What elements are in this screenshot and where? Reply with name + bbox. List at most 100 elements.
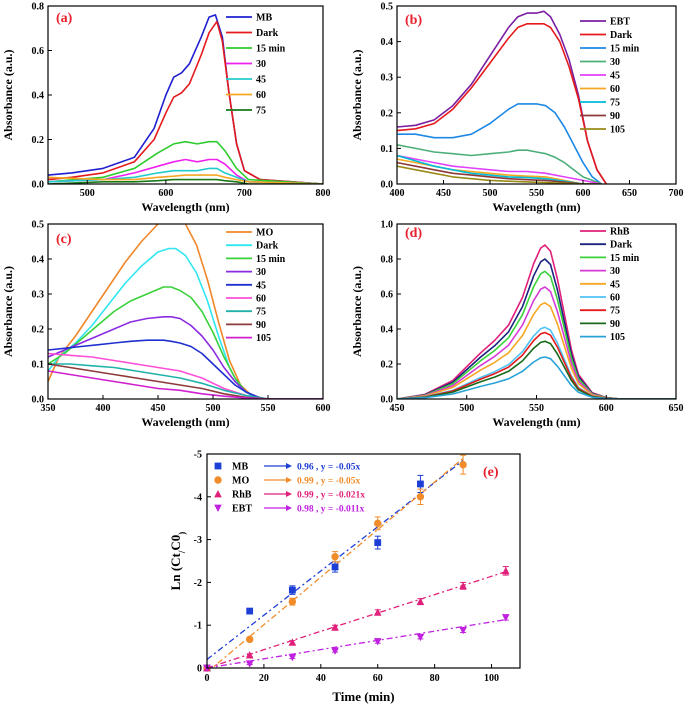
legend: EBT Dark 15 min 30 45 60 75 90 105 [580, 17, 640, 136]
legend-label: 75 [610, 306, 620, 317]
legend-label: 60 [256, 90, 266, 101]
legend-marker [214, 476, 222, 484]
legend-label: 15 min [256, 44, 286, 55]
legend-arrow-head [286, 463, 292, 469]
x-axis-label: Wavelength (nm) [492, 200, 580, 214]
y-tick-label: 0.2 [32, 325, 45, 336]
plot-frame [47, 223, 324, 400]
series-line-105 [397, 356, 676, 399]
y-axis-label-part: C [168, 541, 183, 550]
point-MO [245, 635, 254, 644]
series-line-30 [48, 315, 323, 399]
legend-label: 30 [256, 267, 266, 278]
panel-d: 450 500 550 600 650 0.0 0.2 0.4 0.6 0.8 1.0 Wavelen… [350, 220, 684, 430]
series-line-90 [48, 363, 323, 399]
legend-label: 30 [256, 59, 266, 70]
series-line-Dark [48, 247, 323, 399]
y-tick-label: 0.4 [32, 91, 45, 102]
legend-label: Dark [256, 28, 279, 39]
point-RhB [459, 581, 467, 590]
panel-label: (c) [56, 232, 72, 247]
y-tick-label: 0.8 [32, 2, 45, 13]
y-tick-label: 0.5 [32, 220, 45, 231]
legend-fit-text: 0.99 , y = -0.05x [297, 477, 360, 487]
series-line-15-min [48, 140, 323, 184]
y-axis-label-part: ) [177, 532, 187, 535]
fit-line-EBT [207, 618, 506, 668]
panel-a: 500 600 700 800 0.0 0.2 0.4 0.6 0.8 Wavelength (n… [1, 2, 331, 215]
series-line-75 [48, 178, 323, 184]
legend-label: EBT [232, 504, 252, 515]
y-axis-label-part: 0 [168, 535, 183, 542]
legend: MB 0.96 , y = -0.05x MO 0.99 , y = -0.05x Rh… [214, 462, 365, 515]
legend-fit-text: 0.99 , y = -0.021x [297, 491, 365, 501]
legend-label: 75 [256, 106, 266, 117]
legend-label: RhB [610, 227, 630, 238]
legend-label: 60 [256, 294, 266, 305]
x-tick-label: 400 [390, 188, 405, 199]
series-line-15-min [397, 270, 676, 399]
x-tick-label: 700 [237, 188, 252, 199]
y-tick-label: 0.3 [381, 73, 394, 84]
x-tick-label: 500 [206, 403, 221, 414]
point-RhB [245, 651, 254, 659]
x-axis-label: Wavelength (nm) [141, 415, 229, 429]
y-tick-label: 0.2 [32, 135, 45, 146]
y-tick-label: 0.6 [32, 46, 45, 57]
series-line-MB [48, 14, 323, 184]
plot-frame [396, 5, 677, 185]
legend-label: MO [256, 228, 273, 239]
point-MO [331, 553, 339, 561]
legend-label: EBT [610, 17, 630, 28]
point-EBT [245, 660, 254, 668]
legend-arrow-head [286, 477, 292, 483]
x-tick-label: 60 [373, 673, 383, 684]
series-line-90 [397, 161, 602, 184]
point-EBT [501, 614, 510, 622]
panel-label: (b) [405, 13, 422, 28]
y-tick-label: -1 [194, 621, 202, 632]
x-tick-label: 600 [599, 403, 614, 414]
point-MB [374, 539, 382, 546]
legend-label: 15 min [610, 44, 640, 55]
y-tick-label: 0.2 [381, 108, 394, 119]
point-RhB [501, 566, 510, 575]
series-group [48, 14, 323, 184]
x-tick-label: 350 [41, 403, 56, 414]
legend: RhB Dark 15 min 30 45 60 75 90 105 [580, 227, 640, 343]
panel-c: 350 400 450 500 550 600 0.0 0.1 0.2 0.3 0.4 0.5 Wave… [1, 220, 331, 430]
x-tick-label: 600 [316, 403, 331, 414]
series-line-30 [48, 158, 323, 184]
legend-label: 75 [256, 307, 266, 318]
legend-label: MB [256, 13, 272, 24]
y-axis-label: Absorbance (a.u.) [1, 266, 15, 357]
point-EBT [288, 653, 297, 662]
point-MB [288, 586, 296, 594]
x-axis-label: Time (min) [332, 689, 394, 704]
x-tick-label: 100 [484, 673, 499, 684]
legend-label: 75 [610, 98, 620, 109]
legend-label: 30 [610, 57, 620, 68]
point-MO [288, 597, 297, 606]
legend-label: MO [232, 476, 249, 487]
series-line-Dark [48, 20, 323, 184]
point-EBT [459, 626, 467, 635]
x-tick-label: 80 [430, 673, 440, 684]
plot-frame [47, 5, 324, 185]
y-tick-label: 0.1 [32, 360, 45, 371]
x-tick-label: 550 [529, 188, 544, 199]
y-axis-label: Absorbance (a.u.) [1, 49, 15, 140]
legend-label: 15 min [610, 253, 640, 264]
series-line-45 [397, 301, 676, 399]
legend-label: Dark [610, 240, 633, 251]
y-tick-label: 0.6 [381, 290, 394, 301]
x-tick-label: 600 [576, 188, 591, 199]
series-line-45 [397, 154, 602, 184]
series-line-MO [48, 224, 323, 399]
series-group [48, 224, 323, 399]
legend-marker [214, 504, 222, 512]
legend-fit-text: 0.98 , y = -0.011x [297, 505, 365, 515]
series-line-75 [397, 154, 602, 184]
legend: MO Dark 15 min 30 45 60 75 90 105 [226, 228, 286, 344]
series-line-EBT [397, 10, 607, 184]
